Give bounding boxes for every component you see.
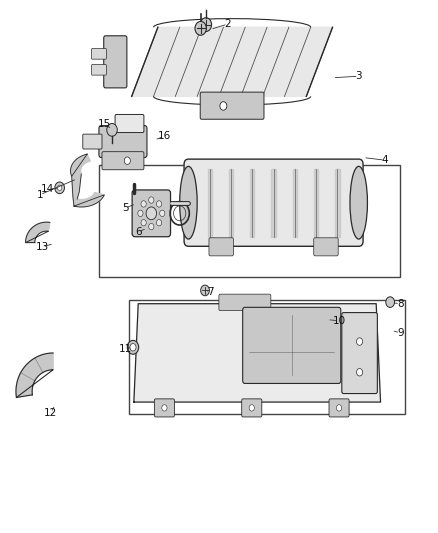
Circle shape xyxy=(156,220,162,226)
Circle shape xyxy=(141,220,146,226)
FancyBboxPatch shape xyxy=(314,238,338,256)
Text: 16: 16 xyxy=(158,131,171,141)
FancyBboxPatch shape xyxy=(99,126,147,158)
Circle shape xyxy=(220,102,227,110)
Text: 8: 8 xyxy=(397,298,403,309)
Text: 9: 9 xyxy=(397,328,403,338)
FancyBboxPatch shape xyxy=(154,399,174,417)
Circle shape xyxy=(162,405,167,411)
Circle shape xyxy=(201,285,209,296)
Circle shape xyxy=(200,18,212,31)
Circle shape xyxy=(146,207,156,220)
FancyBboxPatch shape xyxy=(342,312,378,393)
Text: 6: 6 xyxy=(135,227,141,237)
Polygon shape xyxy=(208,168,212,237)
Text: 4: 4 xyxy=(381,155,388,165)
FancyBboxPatch shape xyxy=(243,308,341,383)
Polygon shape xyxy=(293,168,297,237)
Polygon shape xyxy=(132,27,332,96)
Polygon shape xyxy=(134,304,381,402)
Circle shape xyxy=(386,297,395,308)
Ellipse shape xyxy=(350,166,367,239)
Polygon shape xyxy=(25,222,50,243)
FancyBboxPatch shape xyxy=(219,294,271,311)
Circle shape xyxy=(127,341,139,354)
Circle shape xyxy=(156,201,162,207)
Circle shape xyxy=(336,405,342,411)
Polygon shape xyxy=(229,168,233,237)
Circle shape xyxy=(57,185,62,190)
Circle shape xyxy=(107,124,117,136)
Text: 14: 14 xyxy=(41,184,54,195)
Circle shape xyxy=(249,405,254,411)
Text: 11: 11 xyxy=(119,344,132,354)
FancyBboxPatch shape xyxy=(83,134,102,149)
Text: 7: 7 xyxy=(207,287,214,297)
FancyBboxPatch shape xyxy=(200,92,264,119)
FancyBboxPatch shape xyxy=(209,238,233,256)
Text: 1: 1 xyxy=(37,190,43,200)
FancyBboxPatch shape xyxy=(104,36,127,88)
Circle shape xyxy=(149,197,154,203)
Text: 12: 12 xyxy=(44,408,57,418)
Bar xyxy=(99,165,400,277)
Polygon shape xyxy=(74,192,104,207)
Circle shape xyxy=(195,21,206,35)
Circle shape xyxy=(55,182,64,193)
Text: 3: 3 xyxy=(355,71,362,81)
Ellipse shape xyxy=(180,166,197,239)
Circle shape xyxy=(357,338,363,345)
Polygon shape xyxy=(314,168,318,237)
Bar xyxy=(130,300,405,414)
Circle shape xyxy=(124,157,131,165)
Circle shape xyxy=(138,210,143,216)
Polygon shape xyxy=(272,168,276,237)
Circle shape xyxy=(357,368,363,376)
FancyBboxPatch shape xyxy=(102,152,144,169)
Polygon shape xyxy=(72,174,81,206)
FancyBboxPatch shape xyxy=(329,399,349,417)
Polygon shape xyxy=(335,168,339,237)
Polygon shape xyxy=(250,168,254,237)
FancyBboxPatch shape xyxy=(184,159,363,246)
Text: 10: 10 xyxy=(332,316,346,326)
Circle shape xyxy=(149,223,154,230)
Text: 15: 15 xyxy=(98,119,111,129)
Polygon shape xyxy=(16,353,53,398)
Polygon shape xyxy=(71,154,90,176)
Text: 5: 5 xyxy=(122,203,128,213)
Circle shape xyxy=(159,210,165,216)
FancyBboxPatch shape xyxy=(92,49,106,59)
Circle shape xyxy=(141,201,146,207)
FancyBboxPatch shape xyxy=(242,399,262,417)
Circle shape xyxy=(130,344,136,351)
FancyBboxPatch shape xyxy=(115,115,144,133)
Text: 13: 13 xyxy=(35,242,49,252)
FancyBboxPatch shape xyxy=(132,190,170,237)
FancyBboxPatch shape xyxy=(92,64,106,75)
Text: 2: 2 xyxy=(224,19,231,29)
